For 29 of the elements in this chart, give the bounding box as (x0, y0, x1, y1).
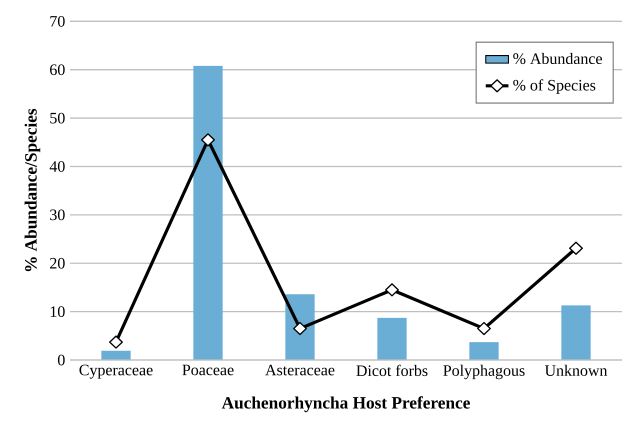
y-tick-label: 10 (50, 306, 65, 317)
legend-label: % Abundance (513, 52, 602, 64)
y-tick-label: 70 (50, 16, 65, 27)
bar (193, 66, 223, 360)
x-axis-title: Auchenorhyncha Host Preference (222, 396, 470, 412)
point (109, 335, 123, 349)
point (569, 242, 583, 255)
legend-label: % of Species (513, 79, 596, 94)
y-tick-label: 30 (50, 209, 65, 220)
point (477, 322, 491, 336)
y-tick-label: 50 (50, 112, 65, 124)
y-tick-label: 0 (58, 354, 65, 366)
y-tick-label: 60 (50, 64, 65, 76)
x-tick-label: Dicot forbs (356, 364, 428, 376)
y-tick-label: 20 (50, 258, 65, 269)
x-tick-label: Asteraceae (265, 364, 334, 376)
x-tick-label: Cyperaceae (79, 364, 153, 379)
point (293, 322, 307, 336)
y-tick-label: 40 (50, 161, 65, 172)
point (385, 283, 399, 296)
y-axis-title: % Abundance/Species (24, 108, 40, 272)
bar (101, 350, 131, 360)
x-tick-label: Poaceae (182, 364, 234, 376)
bar (469, 342, 499, 360)
bar (561, 305, 591, 360)
x-tick-label: Unknown (544, 364, 608, 376)
point (201, 133, 215, 147)
x-tick-label: Polyphagous (443, 364, 525, 380)
bar (377, 318, 407, 360)
